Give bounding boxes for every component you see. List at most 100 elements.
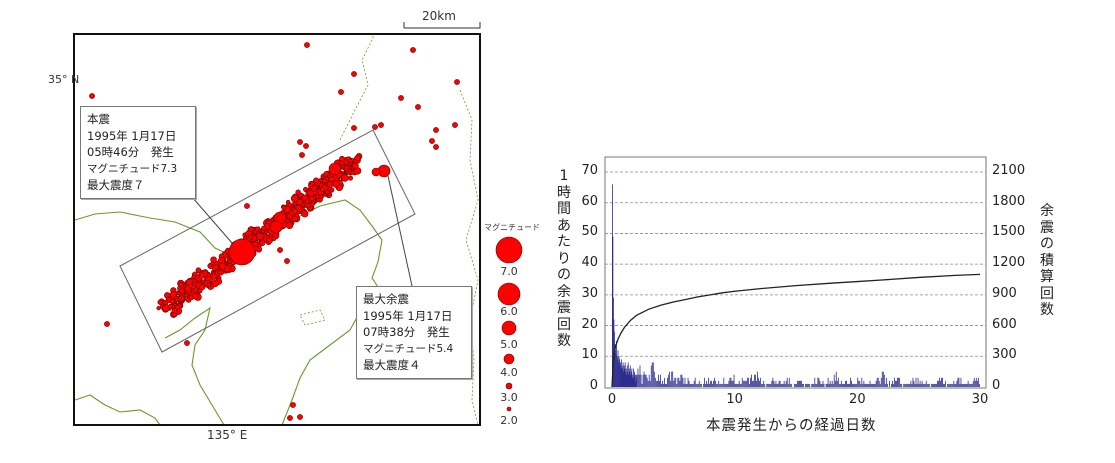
histogram-bar [621,365,623,387]
callout-date: 1995年 1月17日 [87,128,177,143]
legend-label-2: 2.0 [500,414,518,427]
histogram-bar [931,383,933,387]
histogram-bar [878,380,880,387]
histogram-bar [948,383,950,387]
earthquake-marker [454,79,460,85]
earthquake-marker [218,262,226,270]
histogram-bar [837,377,839,387]
histogram-bar [818,377,820,387]
histogram-bar [709,383,710,387]
histogram-bar [897,377,898,387]
histogram-bar [751,374,752,387]
histogram-bar [779,380,781,387]
histogram-bar [676,383,678,387]
histogram-bar [637,368,639,387]
earthquake-marker [259,239,266,247]
histogram-bar [806,383,808,387]
earthquake-marker [211,279,219,288]
histogram-bar [835,371,837,387]
histogram-bar [753,380,754,387]
earthquake-marker [301,210,309,218]
earthquake-marker [325,189,330,195]
legend-marker [505,382,513,390]
histogram-bar [630,371,632,387]
histogram-bar [631,368,633,387]
x-axis-label: 本震発生からの経過日数 [706,418,877,434]
histogram-bar [629,371,631,387]
cumulative-line [611,273,981,388]
earthquake-marker [304,199,310,205]
right-tick-label: 300 [992,347,1017,363]
histogram-bar [937,380,938,387]
histogram-bar [672,371,674,387]
callout-title: 本震 [87,112,110,126]
callout-intensity: 最大震度７ [87,178,145,192]
histogram-bar [879,383,881,387]
right-tick-label: 1500 [992,224,1026,240]
histogram-bar [693,380,695,387]
histogram-bar [663,383,664,387]
histogram-bar [843,383,844,387]
histogram-bar [626,365,628,387]
earthquake-marker [162,304,170,312]
histogram-bar [646,377,648,387]
earthquake-marker [319,186,325,192]
legend-marker [497,282,521,306]
histogram-bar [778,380,780,387]
largest-aftershock-callout: 最大余震 1995年 1月17日 07時38分 発生 マグニチュード5.4 最大… [356,286,472,379]
earthquake-marker [299,152,305,158]
histogram-bar [978,383,980,387]
histogram-bar [930,383,932,387]
histogram-bar [628,374,630,387]
histogram-bar [891,383,892,387]
histogram-bar [909,383,911,387]
histogram-bar [921,380,923,387]
histogram-bar [724,383,726,387]
histogram-bar [708,377,709,387]
histogram-bar [830,383,832,387]
histogram-bar [867,383,869,387]
earthquake-marker [104,321,110,327]
histogram-bar [855,383,857,387]
callout-intensity: 最大震度４ [363,358,421,372]
histogram-bar [941,377,942,387]
histogram-bar [901,383,903,387]
earthquake-marker [285,199,291,205]
histogram-bar [760,377,762,387]
histogram-bar [787,383,789,387]
left-tick-label: 50 [581,224,598,240]
histogram-bar [939,377,940,387]
histogram-bar [675,377,677,387]
histogram-bar [726,383,728,387]
earthquake-marker [341,174,349,182]
left-tick-label: 30 [581,285,598,301]
histogram-bar [893,383,894,387]
legend-label-3: 3.0 [500,391,518,404]
histogram-bar [764,383,766,387]
histogram-bar [689,383,691,387]
histogram-bar [865,383,867,387]
histogram-bar [784,383,786,387]
histogram-bar [840,380,842,387]
callout-title: 最大余震 [363,292,409,306]
histogram-bar [884,383,886,387]
histogram-bar [644,374,646,387]
histogram-bar [614,331,615,387]
coastline [299,309,326,326]
histogram-bar [616,340,617,387]
histogram-bar [691,383,693,387]
coastline [74,199,383,426]
histogram-bar [793,383,795,387]
left-axis-label: 1時間あたりの余震回数 [557,168,571,349]
histogram-bar [926,383,928,387]
histogram-bar [655,380,657,387]
histogram-bar [788,377,790,387]
histogram-bar [730,377,732,387]
histogram-bar [805,383,806,387]
histogram-bar [839,383,841,387]
histogram-bar [636,374,638,387]
histogram-bar [965,383,967,387]
earthquake-marker [228,238,256,266]
histogram-bar [869,380,871,387]
histogram-bar [640,374,642,387]
